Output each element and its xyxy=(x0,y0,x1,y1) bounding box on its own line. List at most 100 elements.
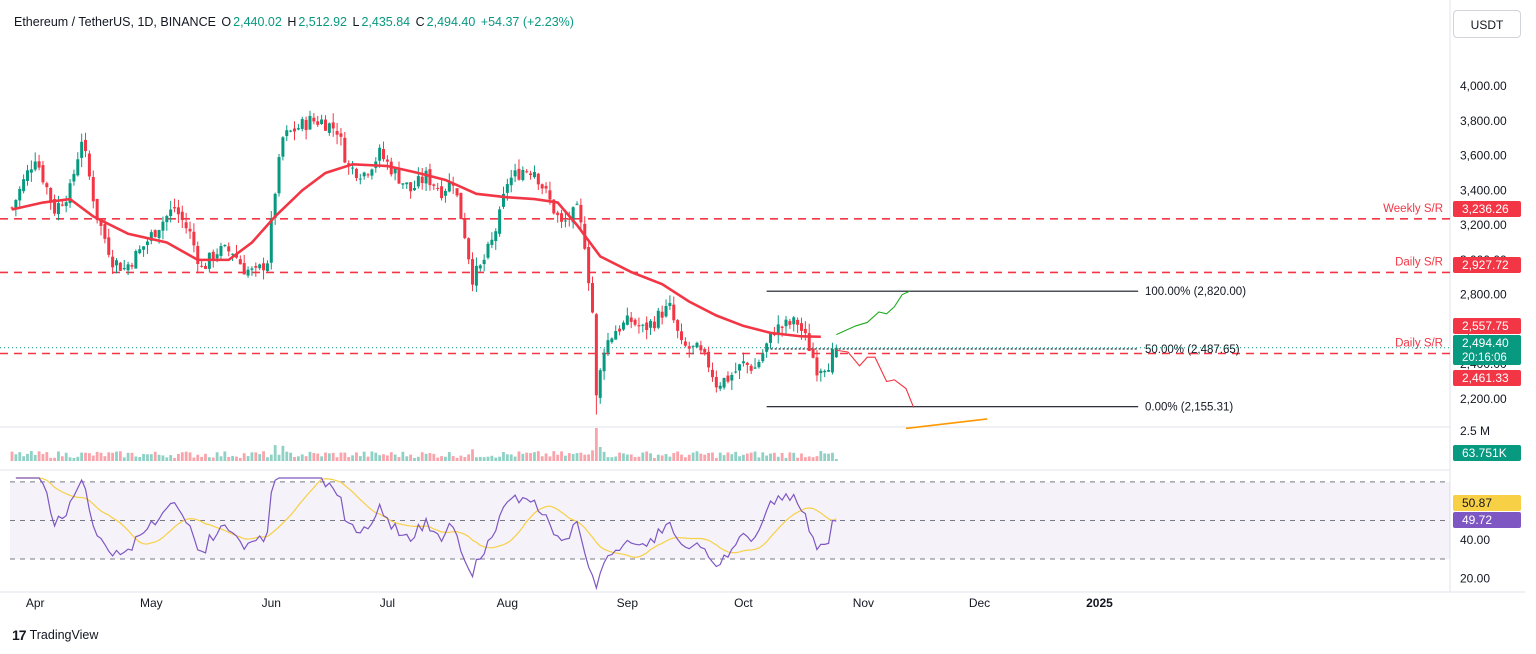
volume-bar xyxy=(215,452,219,461)
time-tick-label: Sep xyxy=(617,596,639,610)
price-tick-label: 3,600.00 xyxy=(1460,149,1507,163)
volume-bar xyxy=(95,451,99,461)
rsi-badge-value: 49.72 xyxy=(1462,513,1492,527)
volume-bar xyxy=(598,447,602,461)
candle-body xyxy=(618,328,622,332)
volume-bar xyxy=(471,449,474,461)
candle-body xyxy=(53,199,57,214)
candle-body xyxy=(819,370,823,373)
volume-bar xyxy=(111,452,115,461)
candle-body xyxy=(87,153,91,177)
volume-bar xyxy=(583,454,587,461)
volume-bar xyxy=(560,451,563,461)
volume-bar xyxy=(587,454,591,461)
volume-bar xyxy=(273,445,277,461)
candle-body xyxy=(621,322,625,330)
volume-bar xyxy=(629,454,633,461)
volume-bar xyxy=(552,451,556,461)
volume-badge xyxy=(1453,445,1521,461)
candle-body xyxy=(579,204,583,223)
candle-body xyxy=(401,183,405,185)
candle-body xyxy=(463,218,467,239)
candle-body xyxy=(45,183,49,188)
candle-body xyxy=(196,246,200,264)
volume-bar xyxy=(533,452,536,461)
candle-body xyxy=(41,165,45,183)
volume-bar xyxy=(358,456,362,461)
volume-bar xyxy=(10,451,14,461)
volume-bar xyxy=(579,452,583,461)
candle-body xyxy=(114,260,118,266)
volume-bar xyxy=(351,455,354,461)
candle-body xyxy=(710,369,714,378)
candle-body xyxy=(436,187,440,189)
candle-body xyxy=(382,149,386,160)
price-badge-value: 2,927.72 xyxy=(1462,258,1509,272)
candle-body xyxy=(641,324,645,326)
volume-bar xyxy=(513,456,517,461)
volume-bar xyxy=(64,452,68,461)
candle-body xyxy=(726,375,730,382)
candle-body xyxy=(741,361,745,364)
volume-bar xyxy=(26,453,29,461)
rsi-ma-badge-value: 50.87 xyxy=(1462,496,1492,510)
volume-bar xyxy=(122,457,126,461)
volume-bar xyxy=(803,457,807,461)
volume-bar xyxy=(618,452,621,461)
volume-bar xyxy=(277,454,281,461)
candle-body xyxy=(173,207,177,209)
candle-body xyxy=(757,361,761,368)
candle-body xyxy=(304,119,308,131)
candle-body xyxy=(482,259,486,265)
candle-body xyxy=(776,324,780,336)
candle-body xyxy=(33,161,37,170)
candle-body xyxy=(296,128,300,130)
candle-body xyxy=(440,186,444,199)
volume-bar xyxy=(146,454,149,461)
volume-bar xyxy=(645,451,649,461)
candle-body xyxy=(393,168,397,174)
price-tick-label: 3,800.00 xyxy=(1460,114,1507,128)
volume-bar xyxy=(211,457,215,461)
time-tick-label: Jun xyxy=(262,596,281,610)
candle-body xyxy=(556,212,560,216)
candle-body xyxy=(99,220,103,226)
volume-bar xyxy=(703,454,707,461)
candle-body xyxy=(722,377,726,388)
volume-bar xyxy=(227,456,231,461)
volume-bar xyxy=(505,454,509,461)
candle-body xyxy=(68,183,72,204)
volume-bar xyxy=(393,454,397,461)
candle-body xyxy=(498,209,502,234)
candle-body xyxy=(738,364,742,371)
price-tick-label: 2,600.00 xyxy=(1460,322,1507,336)
volume-bar xyxy=(296,456,300,461)
time-tick-label: Nov xyxy=(853,596,874,610)
volume-bar xyxy=(316,453,320,461)
candle-body xyxy=(188,228,192,232)
candle-body xyxy=(14,199,18,208)
volume-bar xyxy=(300,454,304,461)
volume-bar xyxy=(424,453,428,461)
chart-header: Ethereum / TetherUS, 1D, BINANCE O 2,440.… xyxy=(14,15,576,29)
candle-body xyxy=(111,256,115,268)
volume-bar xyxy=(103,456,107,461)
volume-bar xyxy=(529,453,532,461)
tradingview-logo[interactable]: 17 TradingView xyxy=(12,627,98,643)
symbol-label[interactable]: Ethereum / TetherUS, 1D, BINANCE xyxy=(14,15,216,29)
candle-body xyxy=(211,251,215,261)
price-badge xyxy=(1453,318,1521,334)
candle-body xyxy=(443,190,447,196)
candle-body xyxy=(397,168,401,184)
candle-body xyxy=(501,193,505,207)
currency-button[interactable]: USDT xyxy=(1453,10,1521,38)
volume-tick-label: 2.5 M xyxy=(1460,424,1490,438)
candle-body xyxy=(64,202,68,207)
volume-bar xyxy=(664,453,668,461)
volume-bar xyxy=(486,456,490,461)
candle-body xyxy=(37,161,41,168)
low-value: 2,435.84 xyxy=(361,15,411,29)
volume-bar xyxy=(355,452,358,461)
candle-body xyxy=(707,351,711,368)
